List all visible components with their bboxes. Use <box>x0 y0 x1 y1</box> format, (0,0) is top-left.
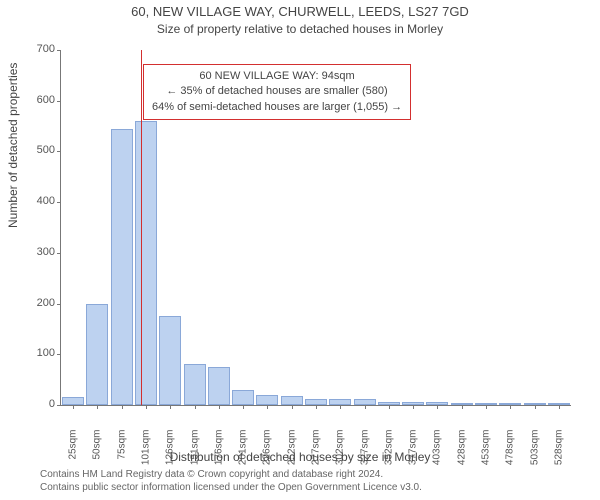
y-tick-label: 200 <box>21 297 55 309</box>
x-tick-mark <box>292 405 293 409</box>
y-tick-mark <box>57 354 61 355</box>
histogram-bar <box>62 397 84 405</box>
y-tick-mark <box>57 50 61 51</box>
histogram-bar <box>184 364 206 405</box>
y-tick-label: 500 <box>21 144 55 156</box>
annotation-line2: ← 35% of detached houses are smaller (58… <box>152 84 402 99</box>
histogram-bar <box>159 316 181 405</box>
annotation-box: 60 NEW VILLAGE WAY: 94sqm← 35% of detach… <box>143 64 411 120</box>
y-tick-mark <box>57 304 61 305</box>
x-tick-mark <box>389 405 390 409</box>
y-tick-label: 700 <box>21 43 55 55</box>
y-tick-label: 400 <box>21 195 55 207</box>
y-tick-mark <box>57 202 61 203</box>
x-tick-mark <box>170 405 171 409</box>
footer-line1: Contains HM Land Registry data © Crown c… <box>40 468 580 481</box>
histogram-bar <box>232 390 254 405</box>
y-tick-mark <box>57 405 61 406</box>
y-tick-label: 600 <box>21 94 55 106</box>
x-tick-mark <box>97 405 98 409</box>
y-axis-label: Number of detached properties <box>6 63 20 228</box>
property-marker-line <box>141 50 142 405</box>
x-tick-mark <box>316 405 317 409</box>
footer-line2: Contains public sector information licen… <box>40 481 580 494</box>
y-tick-mark <box>57 253 61 254</box>
x-tick-mark <box>243 405 244 409</box>
page-title: 60, NEW VILLAGE WAY, CHURWELL, LEEDS, LS… <box>0 4 600 19</box>
x-tick-mark <box>340 405 341 409</box>
y-tick-mark <box>57 101 61 102</box>
page-subtitle: Size of property relative to detached ho… <box>0 22 600 36</box>
x-tick-mark <box>146 405 147 409</box>
y-tick-label: 300 <box>21 246 55 258</box>
histogram-bar <box>281 396 303 405</box>
y-tick-label: 0 <box>21 398 55 410</box>
histogram-plot: 010020030040050060070025sqm50sqm75sqm101… <box>60 50 571 406</box>
x-tick-mark <box>365 405 366 409</box>
x-tick-mark <box>267 405 268 409</box>
histogram-bar <box>86 304 108 405</box>
x-tick-mark <box>559 405 560 409</box>
x-tick-mark <box>510 405 511 409</box>
x-tick-mark <box>486 405 487 409</box>
x-tick-mark <box>437 405 438 409</box>
footer: Contains HM Land Registry data © Crown c… <box>40 468 580 494</box>
x-tick-mark <box>535 405 536 409</box>
x-axis-label: Distribution of detached houses by size … <box>0 450 600 464</box>
histogram-bar <box>111 129 133 405</box>
y-tick-mark <box>57 151 61 152</box>
x-tick-mark <box>122 405 123 409</box>
x-tick-mark <box>462 405 463 409</box>
annotation-line3: 64% of semi-detached houses are larger (… <box>152 100 402 115</box>
histogram-bar <box>256 395 278 405</box>
x-tick-mark <box>219 405 220 409</box>
x-tick-mark <box>413 405 414 409</box>
x-tick-mark <box>73 405 74 409</box>
x-tick-mark <box>195 405 196 409</box>
y-tick-label: 100 <box>21 347 55 359</box>
annotation-line1: 60 NEW VILLAGE WAY: 94sqm <box>152 69 402 84</box>
histogram-bar <box>135 121 157 405</box>
histogram-bar <box>208 367 230 405</box>
